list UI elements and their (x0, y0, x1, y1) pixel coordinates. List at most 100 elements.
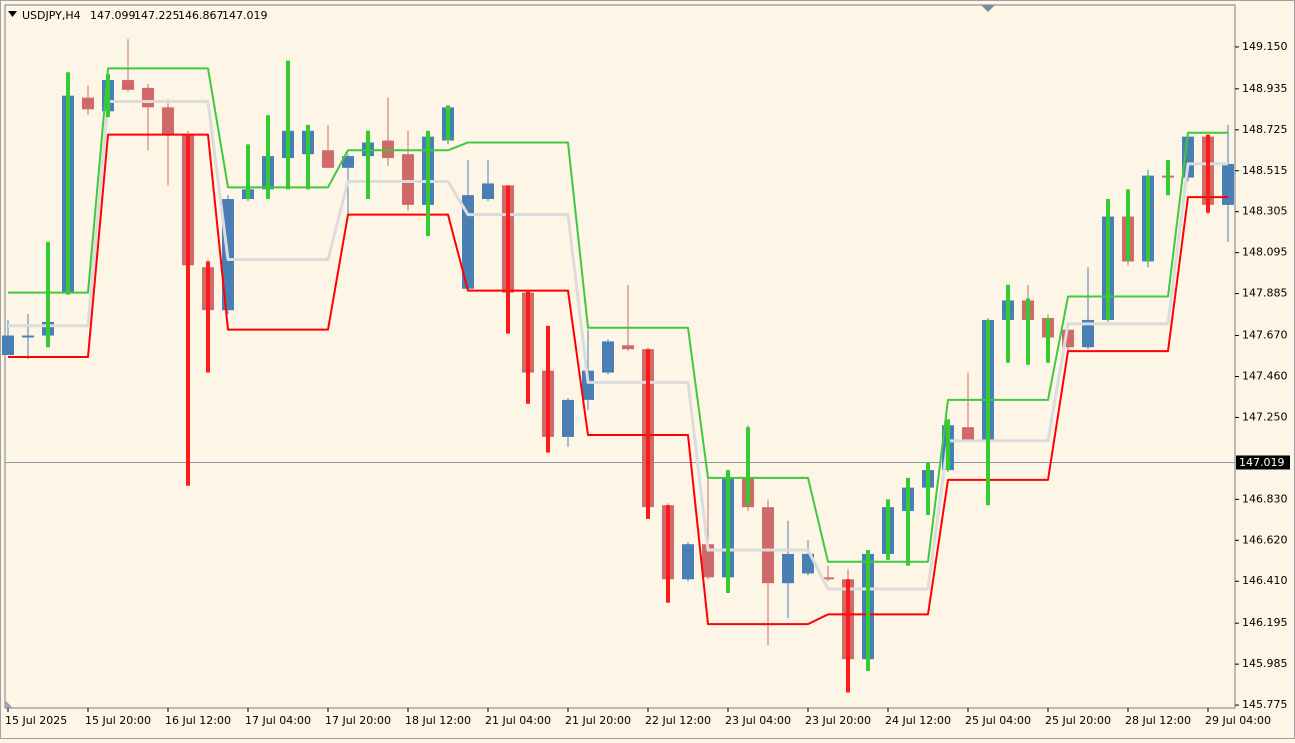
signal-bar (186, 134, 190, 486)
y-tick-label: 147.670 (1242, 329, 1288, 342)
signal-bar (1166, 160, 1170, 196)
ohlc-value: 147.225 (134, 9, 180, 22)
candle-body (342, 156, 354, 168)
ohlc-value: 147.099 (90, 9, 136, 22)
y-tick-label: 146.195 (1242, 616, 1288, 629)
candle-body (702, 544, 714, 578)
x-tick-label: 15 Jul 20:00 (85, 714, 151, 727)
candle-body (22, 335, 34, 338)
candle-body (762, 507, 774, 584)
signal-bar (366, 130, 370, 200)
menu-arrow[interactable] (8, 11, 17, 17)
x-tick-label: 23 Jul 04:00 (725, 714, 791, 727)
y-tick-label: 146.620 (1242, 533, 1288, 546)
signal-bar (986, 319, 990, 506)
signal-bar (266, 115, 270, 200)
candle-body (1082, 319, 1094, 348)
candle-body (582, 370, 594, 400)
candle-body (1182, 136, 1194, 178)
candle-body (962, 427, 974, 441)
candle-body (822, 577, 834, 580)
signal-bar (246, 144, 250, 200)
signal-bar (1106, 199, 1110, 320)
candle-body (82, 97, 94, 110)
candle-body (482, 183, 494, 200)
signal-bar (946, 419, 950, 471)
x-tick-label: 17 Jul 20:00 (325, 714, 391, 727)
candle-body (682, 544, 694, 580)
current-price-box (1236, 455, 1290, 470)
x-tick-label: 25 Jul 04:00 (965, 714, 1031, 727)
y-tick-label: 148.095 (1242, 246, 1288, 259)
channel-line (8, 133, 1228, 626)
x-tick-label: 21 Jul 20:00 (565, 714, 631, 727)
signal-bar (726, 470, 730, 593)
signal-bar (526, 290, 530, 404)
signal-bar (46, 241, 50, 348)
y-tick-label: 148.515 (1242, 164, 1288, 177)
signal-bar (746, 427, 750, 506)
y-tick-label: 146.830 (1242, 492, 1288, 505)
ohlc-value: 147.019 (222, 9, 268, 22)
candle-body (162, 107, 174, 135)
channel-line (8, 100, 1228, 591)
signal-bar (906, 477, 910, 566)
x-tick-label: 29 Jul 04:00 (1205, 714, 1271, 727)
candle-body (402, 154, 414, 205)
signal-bar (1006, 284, 1010, 363)
x-tick-label: 16 Jul 12:00 (165, 714, 231, 727)
signal-bar (106, 74, 110, 118)
signal-bar (646, 349, 650, 519)
signal-bar (926, 462, 930, 515)
signal-bar (306, 124, 310, 190)
candle-body (562, 399, 574, 437)
signal-bar (846, 579, 850, 693)
signal-bar (1206, 134, 1210, 213)
signal-bar (506, 185, 510, 334)
x-tick-label: 15 Jul 2025 (5, 714, 67, 727)
signal-bar (546, 325, 550, 453)
shift-marker (981, 5, 995, 12)
ohlc-value: 146.867 (178, 9, 224, 22)
x-tick-label: 21 Jul 04:00 (485, 714, 551, 727)
candle-body (622, 345, 634, 350)
signal-bar (1146, 175, 1150, 262)
x-tick-label: 28 Jul 12:00 (1125, 714, 1191, 727)
y-tick-label: 147.885 (1242, 287, 1288, 300)
x-tick-label: 18 Jul 12:00 (405, 714, 471, 727)
x-tick-label: 17 Jul 04:00 (245, 714, 311, 727)
channel-line (8, 67, 1228, 563)
candle-body (1222, 163, 1234, 205)
signal-bar (866, 550, 870, 671)
x-tick-label: 24 Jul 12:00 (885, 714, 951, 727)
signal-bar (1046, 317, 1050, 363)
signal-bar (1126, 189, 1130, 262)
signal-bar (1026, 298, 1030, 365)
x-tick-label: 23 Jul 20:00 (805, 714, 871, 727)
corner-marker (5, 700, 13, 708)
signal-bar (886, 499, 890, 560)
signal-bar (446, 105, 450, 141)
signal-bar (66, 72, 70, 295)
y-tick-label: 149.150 (1242, 40, 1288, 53)
y-tick-label: 148.935 (1242, 82, 1288, 95)
current-price-label: 147.019 (1239, 456, 1285, 469)
candle-body (122, 80, 134, 90)
candle-body (2, 335, 14, 356)
y-tick-label: 148.305 (1242, 205, 1288, 218)
y-tick-label: 146.410 (1242, 574, 1288, 587)
y-tick-label: 147.460 (1242, 369, 1288, 382)
y-tick-label: 148.725 (1242, 123, 1288, 136)
candle-body (322, 150, 334, 168)
signal-bar (206, 261, 210, 373)
x-tick-label: 25 Jul 20:00 (1045, 714, 1111, 727)
y-tick-label: 145.985 (1242, 657, 1288, 670)
signal-bar (426, 130, 430, 237)
candle-body (602, 341, 614, 373)
symbol-label: USDJPY,H4 (22, 9, 81, 22)
candle-body (142, 87, 154, 108)
signal-bar (286, 60, 290, 190)
x-tick-label: 22 Jul 12:00 (645, 714, 711, 727)
